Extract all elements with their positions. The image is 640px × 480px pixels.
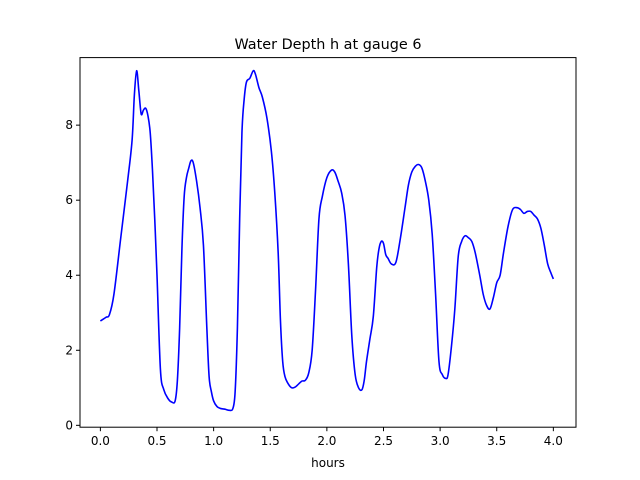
chart-title: Water Depth h at gauge 6: [234, 37, 421, 53]
x-tick-label: 4.0: [544, 434, 563, 448]
x-axis-title: hours: [311, 456, 345, 470]
plot-data-layer: [99, 69, 555, 412]
x-tick-label: 1.5: [261, 434, 280, 448]
y-tick-label: 8: [65, 118, 73, 132]
x-tick-label: 3.5: [487, 434, 506, 448]
y-tick-label: 4: [65, 268, 73, 282]
plot-frame: [79, 57, 577, 428]
x-tick-label: 1.0: [204, 434, 223, 448]
y-tick-label: 2: [65, 343, 73, 357]
x-tick-label: 0.5: [147, 434, 166, 448]
x-tick-label: 3.0: [431, 434, 450, 448]
y-tick-label: 6: [65, 193, 73, 207]
y-tick-label: 0: [65, 418, 73, 432]
series-line-0: [99, 69, 555, 412]
y-axis: 0 2 4 6 8: [65, 118, 80, 432]
x-tick-label: 0.0: [91, 434, 110, 448]
x-tick-label: 2.0: [317, 434, 336, 448]
x-axis: 0.0 0.5 1.0 1.5 2.0 2.5 3.0 3.5 4.0: [91, 427, 563, 448]
x-tick-label: 2.5: [374, 434, 393, 448]
